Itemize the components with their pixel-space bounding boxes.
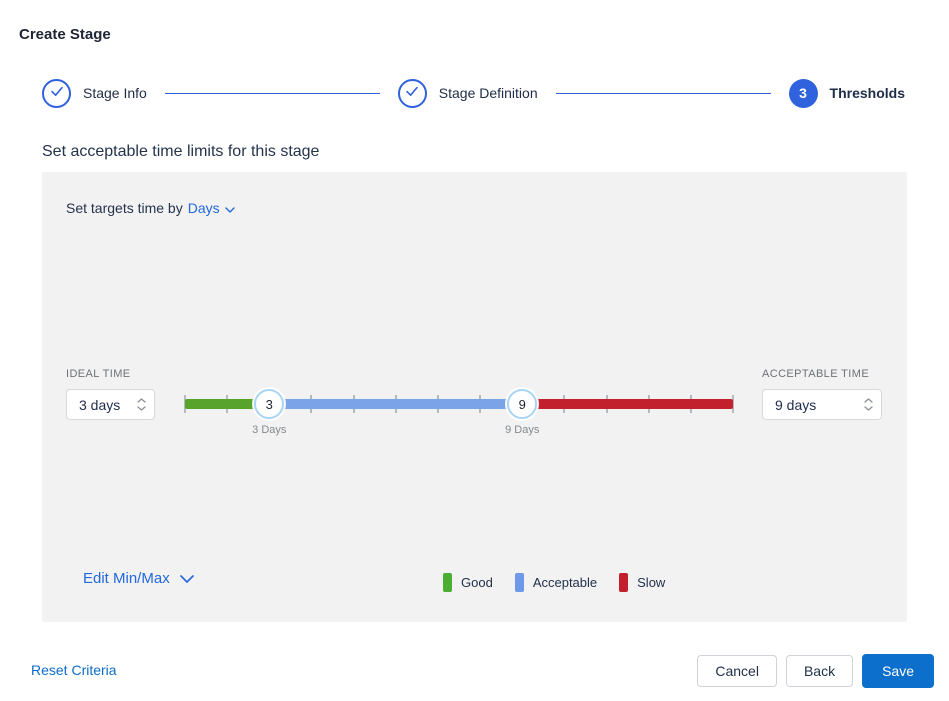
ideal-slider-handle[interactable]: 3 3 Days	[252, 389, 286, 436]
ideal-time-field[interactable]: 3 days	[66, 389, 155, 420]
stepper: Stage Info Stage Definition 3 Thresholds	[42, 78, 905, 108]
chevron-down-icon	[137, 406, 146, 411]
acceptable-time-label: ACCEPTABLE TIME	[762, 368, 870, 380]
legend-item-slow: Slow	[619, 573, 665, 592]
slider-segment-good	[185, 399, 270, 409]
chevron-down-icon	[179, 570, 194, 587]
acceptable-time-stepper[interactable]	[864, 398, 873, 411]
back-button[interactable]: Back	[785, 655, 854, 687]
legend-item-good: Good	[443, 573, 493, 592]
footer-buttons: Cancel Back Save	[697, 654, 934, 688]
stepper-connector	[555, 92, 771, 94]
check-icon	[405, 84, 419, 102]
slider: 3 3 Days 9 9 Days	[184, 389, 734, 436]
edit-minmax-label: Edit Min/Max	[83, 570, 170, 587]
slow-swatch	[619, 573, 629, 592]
step-number: 3	[799, 85, 807, 101]
step-active-circle: 3	[788, 78, 818, 108]
chevron-down-icon	[864, 406, 873, 411]
slider-segment-slow	[522, 399, 733, 409]
target-time-row: Set targets time by Days	[66, 200, 235, 216]
ideal-time-value: 3 days	[79, 396, 121, 413]
thresholds-panel: Set targets time by Days IDEAL TIME 3 da…	[42, 172, 907, 622]
legend-item-acceptable: Acceptable	[514, 573, 598, 592]
ideal-handle-value: 3	[265, 396, 273, 412]
acceptable-time-value: 9 days	[775, 396, 817, 413]
acceptable-slider-handle[interactable]: 9 9 Days	[505, 389, 539, 436]
slider-tick	[732, 395, 734, 413]
ideal-time-stepper[interactable]	[137, 398, 146, 411]
page-title: Create Stage	[19, 26, 111, 43]
target-time-label: Set targets time by	[66, 200, 183, 216]
save-button[interactable]: Save	[862, 654, 934, 688]
chevron-down-icon	[224, 200, 235, 216]
section-heading: Set acceptable time limits for this stag…	[42, 143, 320, 160]
chevron-up-icon	[864, 398, 873, 403]
slider-segment-acceptable	[269, 399, 523, 409]
acceptable-time-field[interactable]: 9 days	[762, 389, 882, 420]
reset-criteria-link[interactable]: Reset Criteria	[31, 662, 117, 678]
legend-label: Good	[461, 575, 493, 590]
chevron-up-icon	[137, 398, 146, 403]
step-label: Stage Definition	[438, 85, 538, 101]
acceptable-handle-value: 9	[518, 396, 526, 412]
acceptable-handle-tip: 9 Days	[505, 424, 540, 436]
step-stage-info[interactable]: Stage Info	[42, 78, 147, 108]
target-unit-value: Days	[187, 200, 220, 216]
target-unit-dropdown[interactable]: Days	[188, 200, 235, 216]
slider-legend: Good Acceptable Slow	[443, 573, 665, 592]
acceptable-swatch	[514, 573, 524, 592]
edit-minmax-toggle[interactable]: Edit Min/Max	[83, 570, 194, 587]
step-label: Stage Info	[83, 85, 147, 101]
ideal-time-label: IDEAL TIME	[66, 368, 131, 380]
legend-label: Acceptable	[532, 575, 598, 590]
good-swatch	[443, 573, 452, 592]
step-stage-definition[interactable]: Stage Definition	[397, 78, 538, 108]
check-icon	[50, 84, 64, 102]
step-complete-circle	[397, 78, 427, 108]
ideal-handle-tip: 3 Days	[252, 424, 287, 436]
cancel-button[interactable]: Cancel	[697, 655, 777, 687]
step-label: Thresholds	[829, 85, 906, 101]
stepper-connector	[164, 92, 380, 94]
legend-label: Slow	[637, 575, 666, 590]
step-complete-circle	[42, 78, 71, 108]
step-thresholds[interactable]: 3 Thresholds	[788, 78, 906, 108]
